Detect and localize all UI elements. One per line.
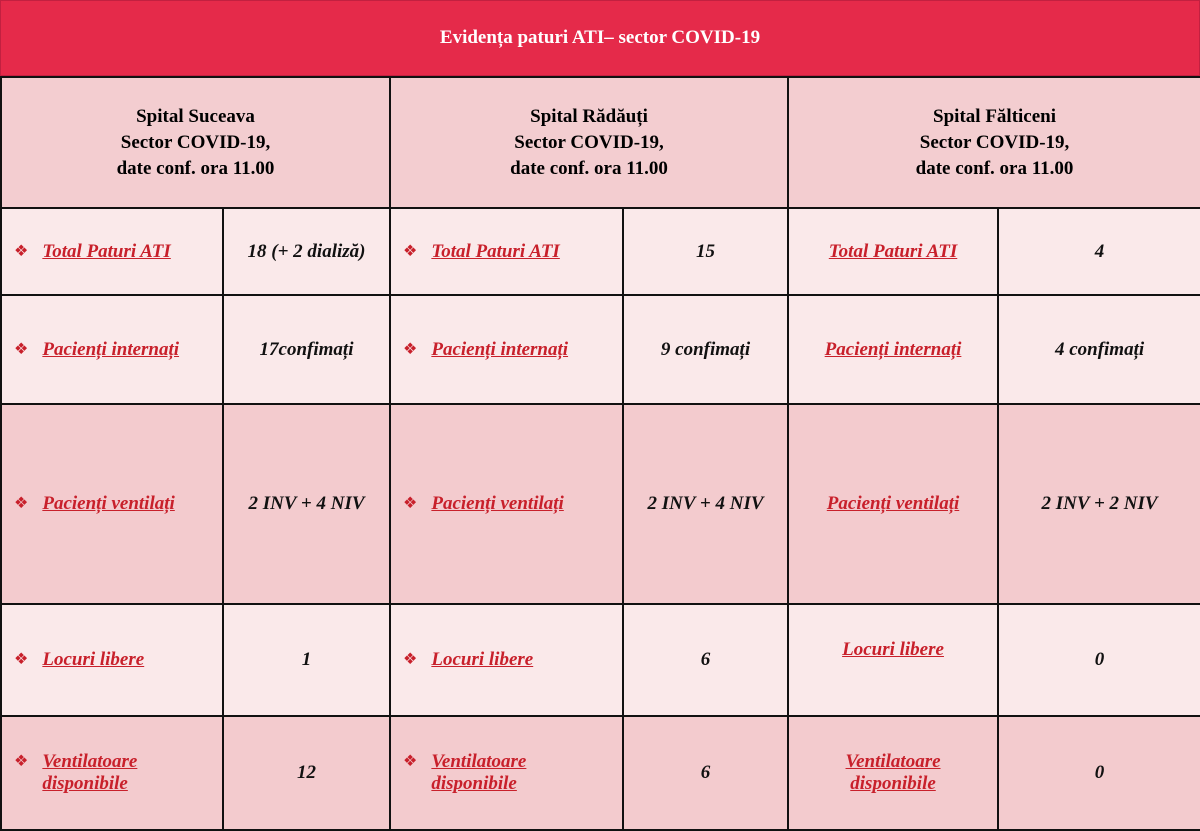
row-label[interactable]: Pacienți ventilați — [826, 493, 960, 514]
table-row: ❖ Pacienți internați 17confimați ❖ Pacienți … — [0, 294, 1200, 405]
value-cell: 0 — [997, 715, 1200, 831]
label-cell: ❖ Pacienți ventilați — [0, 403, 224, 605]
row-label-line2[interactable]: disponibile — [431, 773, 517, 794]
diamond-bullet-icon: ❖ — [403, 495, 418, 512]
row-label[interactable]: Ventilatoare — [431, 751, 527, 772]
diamond-bullet-icon: ❖ — [403, 340, 418, 358]
table-title: Evidența paturi ATI– sector COVID-19 — [0, 0, 1200, 76]
diamond-bullet-icon: ❖ — [14, 242, 29, 260]
row-label[interactable]: Ventilatoare — [42, 751, 138, 772]
row-label[interactable]: Ventilatoare — [845, 751, 941, 772]
label-cell: ❖ Pacienți internați — [389, 294, 625, 405]
row-label[interactable]: Pacienți ventilați — [431, 493, 564, 514]
label-cell: Ventilatoare disponibile — [787, 715, 1000, 831]
hospital-date: date conf. ora 11.00 — [116, 157, 275, 179]
diamond-bullet-icon: ❖ — [14, 340, 29, 358]
value-cell: 4 — [997, 207, 1200, 296]
table-row: ❖ Locuri libere 1 ❖ Locuri libere 6 Locuri lib… — [0, 603, 1200, 717]
row-label[interactable]: Locuri libere — [842, 639, 944, 660]
label-cell: Locuri libere — [787, 603, 1000, 717]
hospital-sector: Sector COVID-19, — [120, 131, 271, 153]
hospital-header-radauti: Spital Rădăuți Sector COVID-19, date conf.… — [389, 76, 790, 209]
diamond-bullet-icon: ❖ — [14, 495, 29, 512]
label-cell: ❖ Pacienți internați — [0, 294, 224, 405]
label-cell: ❖ Total Paturi ATI — [0, 207, 224, 296]
value-cell: 9 confimați — [622, 294, 790, 405]
value-cell: 6 — [622, 603, 790, 717]
label-cell: ❖ Ventilatoare disponibile — [389, 715, 625, 831]
hospital-name: Spital Fălticeni — [933, 105, 1057, 127]
label-cell: Total Paturi ATI — [787, 207, 1000, 296]
label-cell: ❖ Locuri libere — [0, 603, 224, 717]
table-row: ❖ Pacienți ventilați 2 INV + 4 NIV ❖ Pacienț… — [0, 403, 1200, 605]
value-cell: 2 INV + 2 NIV — [997, 403, 1200, 605]
value-cell: 12 — [221, 715, 392, 831]
row-label[interactable]: Total Paturi ATI — [431, 240, 560, 262]
label-cell: Pacienți internați — [787, 294, 1000, 405]
diamond-bullet-icon: ❖ — [14, 753, 29, 770]
label-cell: ❖ Locuri libere — [389, 603, 625, 717]
diamond-bullet-icon: ❖ — [403, 651, 418, 668]
value-cell: 2 INV + 4 NIV — [221, 403, 392, 605]
hospital-header-falticeni: Spital Fălticeni Sector COVID-19, date con… — [787, 76, 1200, 209]
value-cell: 2 INV + 4 NIV — [622, 403, 790, 605]
hospital-header-suceava: Spital Suceava Sector COVID-19, date conf.… — [0, 76, 392, 209]
table-row: ❖ Total Paturi ATI 18 (+ 2 dializă) ❖ Total … — [0, 207, 1200, 296]
hospital-name: Spital Rădăuți — [530, 105, 648, 127]
row-label-line2[interactable]: disponibile — [850, 773, 936, 794]
row-label[interactable]: Pacienți internați — [824, 338, 962, 360]
row-label[interactable]: Total Paturi ATI — [828, 240, 958, 262]
diamond-bullet-icon: ❖ — [403, 242, 418, 260]
row-label-line2[interactable]: disponibile — [42, 773, 128, 794]
table-row: ❖ Ventilatoare disponibile 12 ❖ Ventilatoare d… — [0, 715, 1200, 831]
value-cell: 18 (+ 2 dializă) — [221, 207, 392, 296]
row-label[interactable]: Pacienți internați — [42, 338, 180, 360]
label-cell: ❖ Ventilatoare disponibile — [0, 715, 224, 831]
label-cell: Pacienți ventilați — [787, 403, 1000, 605]
diamond-bullet-icon: ❖ — [14, 651, 29, 668]
hospital-name: Spital Suceava — [136, 105, 255, 127]
row-label[interactable]: Locuri libere — [431, 649, 534, 670]
hospital-sector: Sector COVID-19, — [919, 131, 1070, 153]
value-cell: 1 — [221, 603, 392, 717]
label-cell: ❖ Total Paturi ATI — [389, 207, 625, 296]
row-label[interactable]: Locuri libere — [42, 649, 145, 670]
hospital-sector: Sector COVID-19, — [514, 131, 664, 153]
hospital-date: date conf. ora 11.00 — [915, 157, 1074, 179]
value-cell: 17confimați — [221, 294, 392, 405]
label-cell: ❖ Pacienți ventilați — [389, 403, 625, 605]
value-cell: 6 — [622, 715, 790, 831]
row-label[interactable]: Pacienți ventilați — [42, 493, 175, 514]
row-label[interactable]: Total Paturi ATI — [42, 240, 171, 262]
icu-beds-table: Spital Suceava Sector COVID-19, date conf.… — [0, 76, 1200, 831]
row-label[interactable]: Pacienți internați — [431, 338, 569, 360]
value-cell: 15 — [622, 207, 790, 296]
value-cell: 4 confimați — [997, 294, 1200, 405]
hospital-date: date conf. ora 11.00 — [510, 157, 668, 179]
value-cell: 0 — [997, 603, 1200, 717]
header-row: Spital Suceava Sector COVID-19, date conf.… — [0, 76, 1200, 209]
diamond-bullet-icon: ❖ — [403, 753, 418, 770]
